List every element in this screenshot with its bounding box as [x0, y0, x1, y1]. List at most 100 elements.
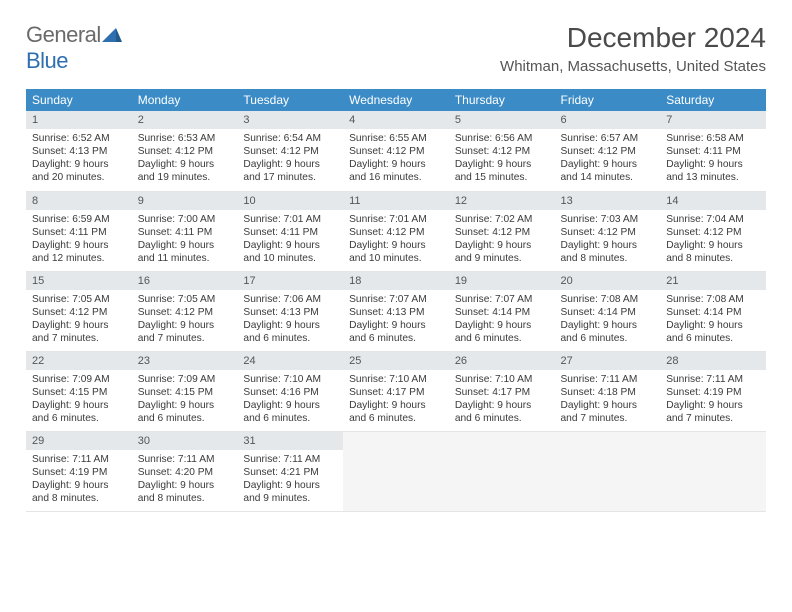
day-number: 4 — [343, 111, 449, 129]
day-number: 1 — [26, 111, 132, 129]
day-details: Sunrise: 7:11 AMSunset: 4:20 PMDaylight:… — [132, 450, 238, 509]
sunset-line: Sunset: 4:12 PM — [349, 226, 443, 239]
day-details: Sunrise: 7:10 AMSunset: 4:17 PMDaylight:… — [449, 370, 555, 429]
day-details: Sunrise: 7:03 AMSunset: 4:12 PMDaylight:… — [555, 210, 661, 269]
day-number: 2 — [132, 111, 238, 129]
sunset-line: Sunset: 4:21 PM — [243, 466, 337, 479]
day-details: Sunrise: 7:05 AMSunset: 4:12 PMDaylight:… — [132, 290, 238, 349]
day-details: Sunrise: 7:04 AMSunset: 4:12 PMDaylight:… — [660, 210, 766, 269]
calendar-cell: 18Sunrise: 7:07 AMSunset: 4:13 PMDayligh… — [343, 271, 449, 351]
logo-sail-icon — [102, 22, 122, 47]
sunset-line: Sunset: 4:13 PM — [243, 306, 337, 319]
sunrise-line: Sunrise: 7:09 AM — [32, 373, 126, 386]
day-details: Sunrise: 7:02 AMSunset: 4:12 PMDaylight:… — [449, 210, 555, 269]
sunset-line: Sunset: 4:12 PM — [561, 145, 655, 158]
day-number: 16 — [132, 272, 238, 290]
calendar-cell: 11Sunrise: 7:01 AMSunset: 4:12 PMDayligh… — [343, 191, 449, 271]
daylight-line: Daylight: 9 hours and 15 minutes. — [455, 158, 549, 184]
daylight-line: Daylight: 9 hours and 8 minutes. — [561, 239, 655, 265]
sunset-line: Sunset: 4:12 PM — [138, 306, 232, 319]
daylight-line: Daylight: 9 hours and 6 minutes. — [666, 319, 760, 345]
sunrise-line: Sunrise: 7:05 AM — [32, 293, 126, 306]
daylight-line: Daylight: 9 hours and 8 minutes. — [138, 479, 232, 505]
daylight-line: Daylight: 9 hours and 7 minutes. — [561, 399, 655, 425]
sunrise-line: Sunrise: 7:04 AM — [666, 213, 760, 226]
day-details: Sunrise: 6:58 AMSunset: 4:11 PMDaylight:… — [660, 129, 766, 188]
sunrise-line: Sunrise: 7:01 AM — [349, 213, 443, 226]
daylight-line: Daylight: 9 hours and 11 minutes. — [138, 239, 232, 265]
daylight-line: Daylight: 9 hours and 13 minutes. — [666, 158, 760, 184]
day-number: 24 — [237, 352, 343, 370]
header: GeneralBlue December 2024 Whitman, Massa… — [26, 22, 766, 75]
day-number: 14 — [660, 192, 766, 210]
day-number: 29 — [26, 432, 132, 450]
day-details: Sunrise: 6:53 AMSunset: 4:12 PMDaylight:… — [132, 129, 238, 188]
day-details: Sunrise: 7:01 AMSunset: 4:12 PMDaylight:… — [343, 210, 449, 269]
daylight-line: Daylight: 9 hours and 10 minutes. — [349, 239, 443, 265]
day-details: Sunrise: 7:11 AMSunset: 4:18 PMDaylight:… — [555, 370, 661, 429]
day-details: Sunrise: 7:11 AMSunset: 4:21 PMDaylight:… — [237, 450, 343, 509]
sunrise-line: Sunrise: 7:10 AM — [243, 373, 337, 386]
daylight-line: Daylight: 9 hours and 8 minutes. — [666, 239, 760, 265]
day-details: Sunrise: 7:09 AMSunset: 4:15 PMDaylight:… — [132, 370, 238, 429]
calendar-body: 1Sunrise: 6:52 AMSunset: 4:13 PMDaylight… — [26, 111, 766, 511]
calendar-cell: 7Sunrise: 6:58 AMSunset: 4:11 PMDaylight… — [660, 111, 766, 191]
sunset-line: Sunset: 4:13 PM — [32, 145, 126, 158]
daylight-line: Daylight: 9 hours and 10 minutes. — [243, 239, 337, 265]
sunset-line: Sunset: 4:15 PM — [138, 386, 232, 399]
sunrise-line: Sunrise: 7:07 AM — [349, 293, 443, 306]
calendar-cell: 14Sunrise: 7:04 AMSunset: 4:12 PMDayligh… — [660, 191, 766, 271]
sunrise-line: Sunrise: 6:59 AM — [32, 213, 126, 226]
day-number: 18 — [343, 272, 449, 290]
day-details: Sunrise: 6:52 AMSunset: 4:13 PMDaylight:… — [26, 129, 132, 188]
calendar-cell — [660, 431, 766, 511]
day-details: Sunrise: 6:56 AMSunset: 4:12 PMDaylight:… — [449, 129, 555, 188]
day-details: Sunrise: 7:08 AMSunset: 4:14 PMDaylight:… — [555, 290, 661, 349]
day-details: Sunrise: 7:09 AMSunset: 4:15 PMDaylight:… — [26, 370, 132, 429]
calendar-cell: 27Sunrise: 7:11 AMSunset: 4:18 PMDayligh… — [555, 351, 661, 431]
day-details: Sunrise: 7:06 AMSunset: 4:13 PMDaylight:… — [237, 290, 343, 349]
daylight-line: Daylight: 9 hours and 6 minutes. — [32, 399, 126, 425]
calendar-cell: 23Sunrise: 7:09 AMSunset: 4:15 PMDayligh… — [132, 351, 238, 431]
daylight-line: Daylight: 9 hours and 6 minutes. — [455, 319, 549, 345]
sunset-line: Sunset: 4:11 PM — [32, 226, 126, 239]
day-details: Sunrise: 7:01 AMSunset: 4:11 PMDaylight:… — [237, 210, 343, 269]
calendar-cell: 6Sunrise: 6:57 AMSunset: 4:12 PMDaylight… — [555, 111, 661, 191]
day-number: 27 — [555, 352, 661, 370]
daylight-line: Daylight: 9 hours and 7 minutes. — [666, 399, 760, 425]
day-details: Sunrise: 7:05 AMSunset: 4:12 PMDaylight:… — [26, 290, 132, 349]
calendar-cell: 8Sunrise: 6:59 AMSunset: 4:11 PMDaylight… — [26, 191, 132, 271]
sunrise-line: Sunrise: 7:11 AM — [561, 373, 655, 386]
sunrise-line: Sunrise: 7:06 AM — [243, 293, 337, 306]
calendar-cell: 19Sunrise: 7:07 AMSunset: 4:14 PMDayligh… — [449, 271, 555, 351]
sunset-line: Sunset: 4:14 PM — [666, 306, 760, 319]
sunset-line: Sunset: 4:20 PM — [138, 466, 232, 479]
sunset-line: Sunset: 4:18 PM — [561, 386, 655, 399]
sunrise-line: Sunrise: 7:08 AM — [561, 293, 655, 306]
logo-word-general: General — [26, 22, 101, 47]
weekday-header: Sunday — [26, 89, 132, 111]
sunset-line: Sunset: 4:12 PM — [243, 145, 337, 158]
day-number: 13 — [555, 192, 661, 210]
day-number: 25 — [343, 352, 449, 370]
calendar-row: 15Sunrise: 7:05 AMSunset: 4:12 PMDayligh… — [26, 271, 766, 351]
sunset-line: Sunset: 4:12 PM — [349, 145, 443, 158]
sunset-line: Sunset: 4:19 PM — [666, 386, 760, 399]
weekday-header: Thursday — [449, 89, 555, 111]
daylight-line: Daylight: 9 hours and 12 minutes. — [32, 239, 126, 265]
daylight-line: Daylight: 9 hours and 8 minutes. — [32, 479, 126, 505]
daylight-line: Daylight: 9 hours and 20 minutes. — [32, 158, 126, 184]
calendar-cell: 15Sunrise: 7:05 AMSunset: 4:12 PMDayligh… — [26, 271, 132, 351]
day-details: Sunrise: 6:54 AMSunset: 4:12 PMDaylight:… — [237, 129, 343, 188]
sunrise-line: Sunrise: 7:01 AM — [243, 213, 337, 226]
daylight-line: Daylight: 9 hours and 9 minutes. — [455, 239, 549, 265]
weekday-header: Tuesday — [237, 89, 343, 111]
sunrise-line: Sunrise: 7:10 AM — [349, 373, 443, 386]
sunrise-line: Sunrise: 6:52 AM — [32, 132, 126, 145]
daylight-line: Daylight: 9 hours and 16 minutes. — [349, 158, 443, 184]
sunset-line: Sunset: 4:11 PM — [138, 226, 232, 239]
logo-word-blue: Blue — [26, 48, 68, 73]
calendar-cell: 12Sunrise: 7:02 AMSunset: 4:12 PMDayligh… — [449, 191, 555, 271]
calendar-cell: 16Sunrise: 7:05 AMSunset: 4:12 PMDayligh… — [132, 271, 238, 351]
day-details: Sunrise: 6:55 AMSunset: 4:12 PMDaylight:… — [343, 129, 449, 188]
